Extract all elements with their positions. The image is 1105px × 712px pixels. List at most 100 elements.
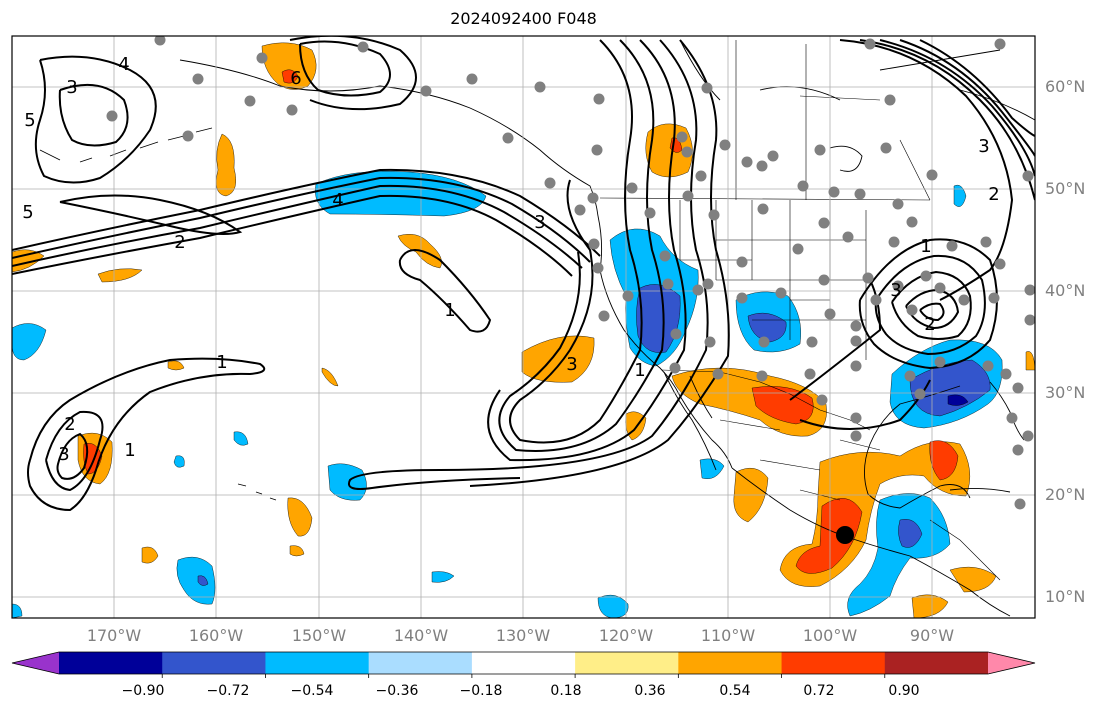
map-title: 2024092400 F048 (450, 9, 597, 28)
contour-jet (348, 39, 709, 490)
negative-anomaly (847, 493, 951, 617)
hudson-bay (829, 145, 863, 172)
positive-anomaly (141, 546, 159, 564)
contour-label: 1 (920, 236, 931, 257)
lat-label: 30°N (1045, 383, 1086, 402)
lon-label: 90°W (909, 626, 955, 645)
negative-anomaly (431, 571, 455, 583)
negative-anomaly (953, 184, 967, 207)
positive-anomaly (97, 268, 143, 283)
positive-anomaly (216, 133, 236, 197)
aleutian-islands (39, 127, 213, 163)
contour-label: 3 (66, 77, 77, 98)
colorbar-tick-label: −0.72 (206, 683, 250, 699)
contour-lines (12, 36, 1035, 512)
contour-label: 2 (924, 314, 935, 335)
positive-anomaly (911, 594, 949, 618)
positive-anomaly (261, 42, 317, 90)
lon-label: 170°W (86, 626, 142, 645)
hawaii (237, 483, 277, 501)
highlight-marker (836, 526, 854, 544)
positive-anomaly (289, 545, 305, 557)
contour-label: 1 (124, 440, 135, 461)
positive-anomaly (287, 497, 313, 537)
negative-anomaly (176, 556, 216, 605)
colorbar-tick-label: −0.54 (290, 683, 334, 699)
contour (58, 83, 129, 147)
negative-anomaly (699, 458, 725, 479)
contour-jet (487, 39, 687, 462)
contour-jet (509, 39, 643, 444)
contour-label: 1 (444, 300, 455, 321)
contour-label: 2 (64, 414, 75, 435)
contour (12, 184, 583, 269)
contour-label: 6 (290, 68, 301, 89)
contour-label: 2 (174, 232, 185, 253)
positive-anomaly (167, 360, 185, 371)
contour-east (905, 288, 960, 330)
contour-label: 3 (58, 444, 69, 465)
contour-east (859, 39, 1035, 201)
contour-south (45, 410, 104, 492)
lon-label: 100°W (802, 626, 858, 645)
negative-anomaly (12, 323, 47, 361)
florida (989, 381, 1025, 441)
contour (59, 194, 243, 235)
contour-label: 5 (24, 110, 35, 131)
colorbar-segment (575, 652, 679, 674)
colorbar-tick-label: −0.90 (121, 683, 165, 699)
positive-anomaly-core (281, 69, 299, 84)
colorbar-extend-high (988, 652, 1035, 674)
contour-east (919, 39, 1035, 137)
contour-east (839, 39, 1014, 301)
colorbar-segment (884, 652, 989, 674)
colorbar-segment (471, 652, 576, 674)
lat-label: 40°N (1045, 281, 1086, 300)
contour-label: 1 (634, 360, 645, 381)
contour-label: 4 (332, 190, 343, 211)
colorbar (11, 651, 1036, 678)
colorbar-segment (162, 652, 266, 674)
positive-anomaly-core (795, 498, 863, 574)
contour-east (899, 39, 1035, 157)
anomaly-shading (12, 42, 1035, 618)
colorbar-tick-label: 0.90 (888, 683, 920, 699)
negative-anomaly-core (909, 359, 991, 417)
contour-label: 3 (566, 354, 577, 375)
colorbar-segment (265, 652, 370, 674)
lat-label: 10°N (1045, 587, 1086, 606)
contour-east (891, 270, 972, 340)
negative-anomaly (233, 431, 249, 446)
mexico-west-coast (731, 467, 1011, 617)
negative-anomaly-core (197, 575, 209, 586)
gulf-coast (864, 385, 971, 509)
colorbar-tick-label: 0.54 (719, 683, 751, 699)
contour-south (27, 357, 266, 512)
negative-anomaly-core (747, 312, 787, 343)
contour-east (919, 302, 945, 322)
contour-label: 5 (22, 202, 33, 223)
negative-anomaly (173, 455, 185, 468)
lon-label: 160°W (188, 626, 244, 645)
negative-anomaly (12, 603, 23, 618)
positive-anomaly-core (751, 386, 814, 425)
colorbar-outline (11, 651, 1036, 675)
contour-label: 3 (978, 136, 989, 157)
contour-label: 3 (890, 280, 901, 301)
colorbar-segment (781, 652, 886, 674)
colorbar-tick-label: 0.72 (803, 683, 835, 699)
negative-anomaly (597, 594, 629, 618)
cuba (949, 487, 1011, 493)
negative-anomaly-navy (947, 394, 969, 406)
contour-labels: 3 4 5 5 6 2 4 1 3 1 3 2 1 3 1 3 2 3 2 1 (22, 54, 999, 465)
positive-anomaly (321, 367, 339, 387)
contour (34, 55, 157, 184)
us-canada-border (599, 197, 931, 201)
lat-label: 60°N (1045, 77, 1086, 96)
mexico-states (719, 419, 881, 501)
lon-label: 120°W (598, 626, 654, 645)
contour-south (56, 432, 89, 480)
colorbar-segment (368, 652, 473, 674)
contour (12, 194, 573, 277)
